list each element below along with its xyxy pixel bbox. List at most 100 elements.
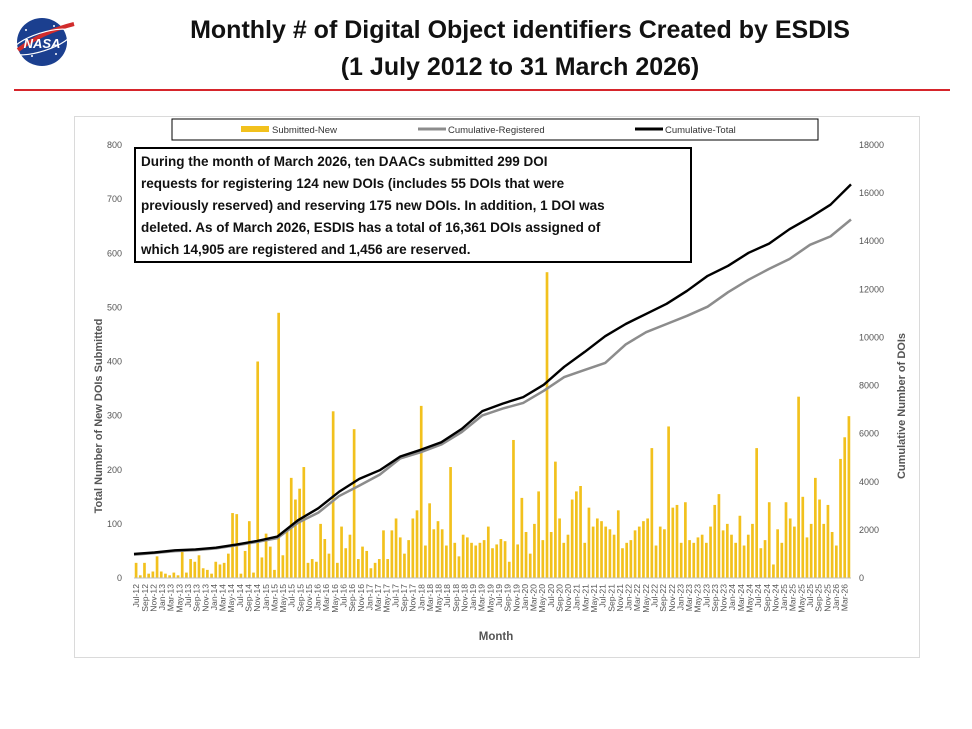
bar	[650, 448, 654, 578]
bar	[227, 553, 230, 578]
y-tick-label: 800	[107, 140, 122, 150]
y-tick-label: 700	[107, 194, 122, 204]
x-tick-label: Nov-16	[356, 584, 366, 612]
bar	[390, 530, 394, 578]
x-tick-label: Jul-14	[235, 584, 245, 608]
x-tick-label: May-14	[226, 584, 236, 613]
y-axis-title: Total Number of New DOIs Submitted	[93, 319, 105, 514]
title-line-2: (1 July 2012 to 31 March 2026)	[340, 53, 700, 81]
y-tick-label: 200	[107, 465, 122, 475]
x-tick-label: Nov-21	[615, 584, 625, 612]
x-tick-label: Jul-23	[701, 584, 711, 608]
bar	[256, 361, 260, 578]
bar	[616, 510, 620, 578]
bar	[315, 561, 318, 578]
x-tick-label: Mar-13	[166, 584, 176, 611]
bar	[793, 526, 796, 578]
x-tick-label: Jul-24	[753, 584, 763, 608]
bar	[558, 518, 561, 578]
legend-label-submitted: Submitted-New	[272, 125, 337, 136]
bar	[839, 458, 842, 578]
annotation-line-2: requests for registering 124 new DOIs (i…	[141, 176, 565, 191]
x-tick-label: Mar-18	[425, 584, 435, 611]
bar	[629, 540, 633, 578]
y2-tick-label: 18000	[859, 140, 884, 150]
x-tick-label: Sep-13	[192, 584, 202, 612]
bar	[239, 573, 243, 578]
bar	[210, 573, 213, 578]
bar	[377, 559, 381, 578]
bar	[658, 526, 662, 578]
bar	[554, 461, 557, 578]
x-tick-label: Jan-24	[727, 584, 737, 610]
y-axis-right: 0 2000 4000 6000 8000 10000 12000 14000 16000 180…	[859, 140, 884, 583]
bar	[386, 559, 390, 578]
bar	[348, 534, 352, 578]
bar	[507, 561, 511, 578]
bar	[755, 448, 758, 578]
bar	[738, 515, 742, 578]
annotation-border	[134, 147, 692, 263]
x-tick-label: Nov-22	[667, 584, 677, 612]
x-tick-label: Mar-14	[218, 584, 228, 611]
line-series	[133, 183, 852, 556]
bar	[252, 572, 255, 578]
bar	[273, 569, 276, 578]
bar	[549, 531, 553, 578]
bar	[214, 561, 218, 578]
bar	[633, 530, 637, 578]
bar	[520, 497, 524, 578]
bar	[537, 491, 540, 578]
bar	[294, 499, 297, 578]
bar	[470, 542, 473, 578]
line-cumulative-registered	[133, 218, 852, 556]
x-tick-label: Mar-19	[477, 584, 487, 611]
bar	[637, 526, 641, 578]
bar	[675, 504, 679, 578]
bar	[700, 534, 704, 578]
bar	[746, 534, 750, 578]
bar	[533, 523, 536, 578]
bar	[310, 559, 314, 578]
bar	[545, 272, 549, 578]
legend-swatch-submitted	[241, 126, 269, 132]
bar	[365, 550, 369, 578]
legend-label-total: Cumulative-Total	[665, 125, 736, 136]
bar	[143, 562, 146, 578]
y2-tick-label: 8000	[859, 381, 879, 391]
x-tick-label: May-17	[382, 584, 392, 613]
bar	[206, 569, 209, 578]
bar	[361, 546, 364, 578]
bar	[398, 537, 402, 578]
x-tick-label: Sep-14	[244, 584, 254, 612]
bar	[528, 553, 532, 578]
bar	[201, 568, 205, 578]
bar	[151, 571, 155, 578]
x-tick-label: Jan-15	[261, 584, 271, 610]
x-tick-label: Jan-16	[313, 584, 323, 610]
bar	[369, 568, 373, 578]
x-tick-label: Nov-25	[822, 584, 832, 612]
bar	[344, 548, 348, 578]
bar	[595, 518, 599, 578]
bar	[440, 529, 444, 578]
x-tick-label: Jul-18	[442, 584, 452, 608]
bar	[352, 429, 356, 578]
y2-tick-label: 6000	[859, 429, 879, 439]
x-tick-label: Sep-17	[399, 584, 409, 612]
logo-text: NASA	[24, 36, 61, 51]
y2-tick-label: 2000	[859, 525, 879, 535]
x-tick-label: Jul-13	[183, 584, 193, 608]
bar	[185, 572, 188, 578]
bar	[403, 553, 406, 578]
bar	[541, 540, 545, 578]
page-title: Monthly # of Digital Object identifiers …	[80, 12, 960, 86]
title-divider	[14, 89, 950, 91]
bar	[247, 521, 251, 578]
x-tick-label: May-22	[641, 584, 651, 613]
x-tick-label: Mar-22	[632, 584, 642, 611]
x-tick-label: Jan-20	[520, 584, 530, 610]
x-tick-label: Mar-23	[684, 584, 694, 611]
bar	[776, 529, 779, 578]
bar	[491, 548, 494, 578]
